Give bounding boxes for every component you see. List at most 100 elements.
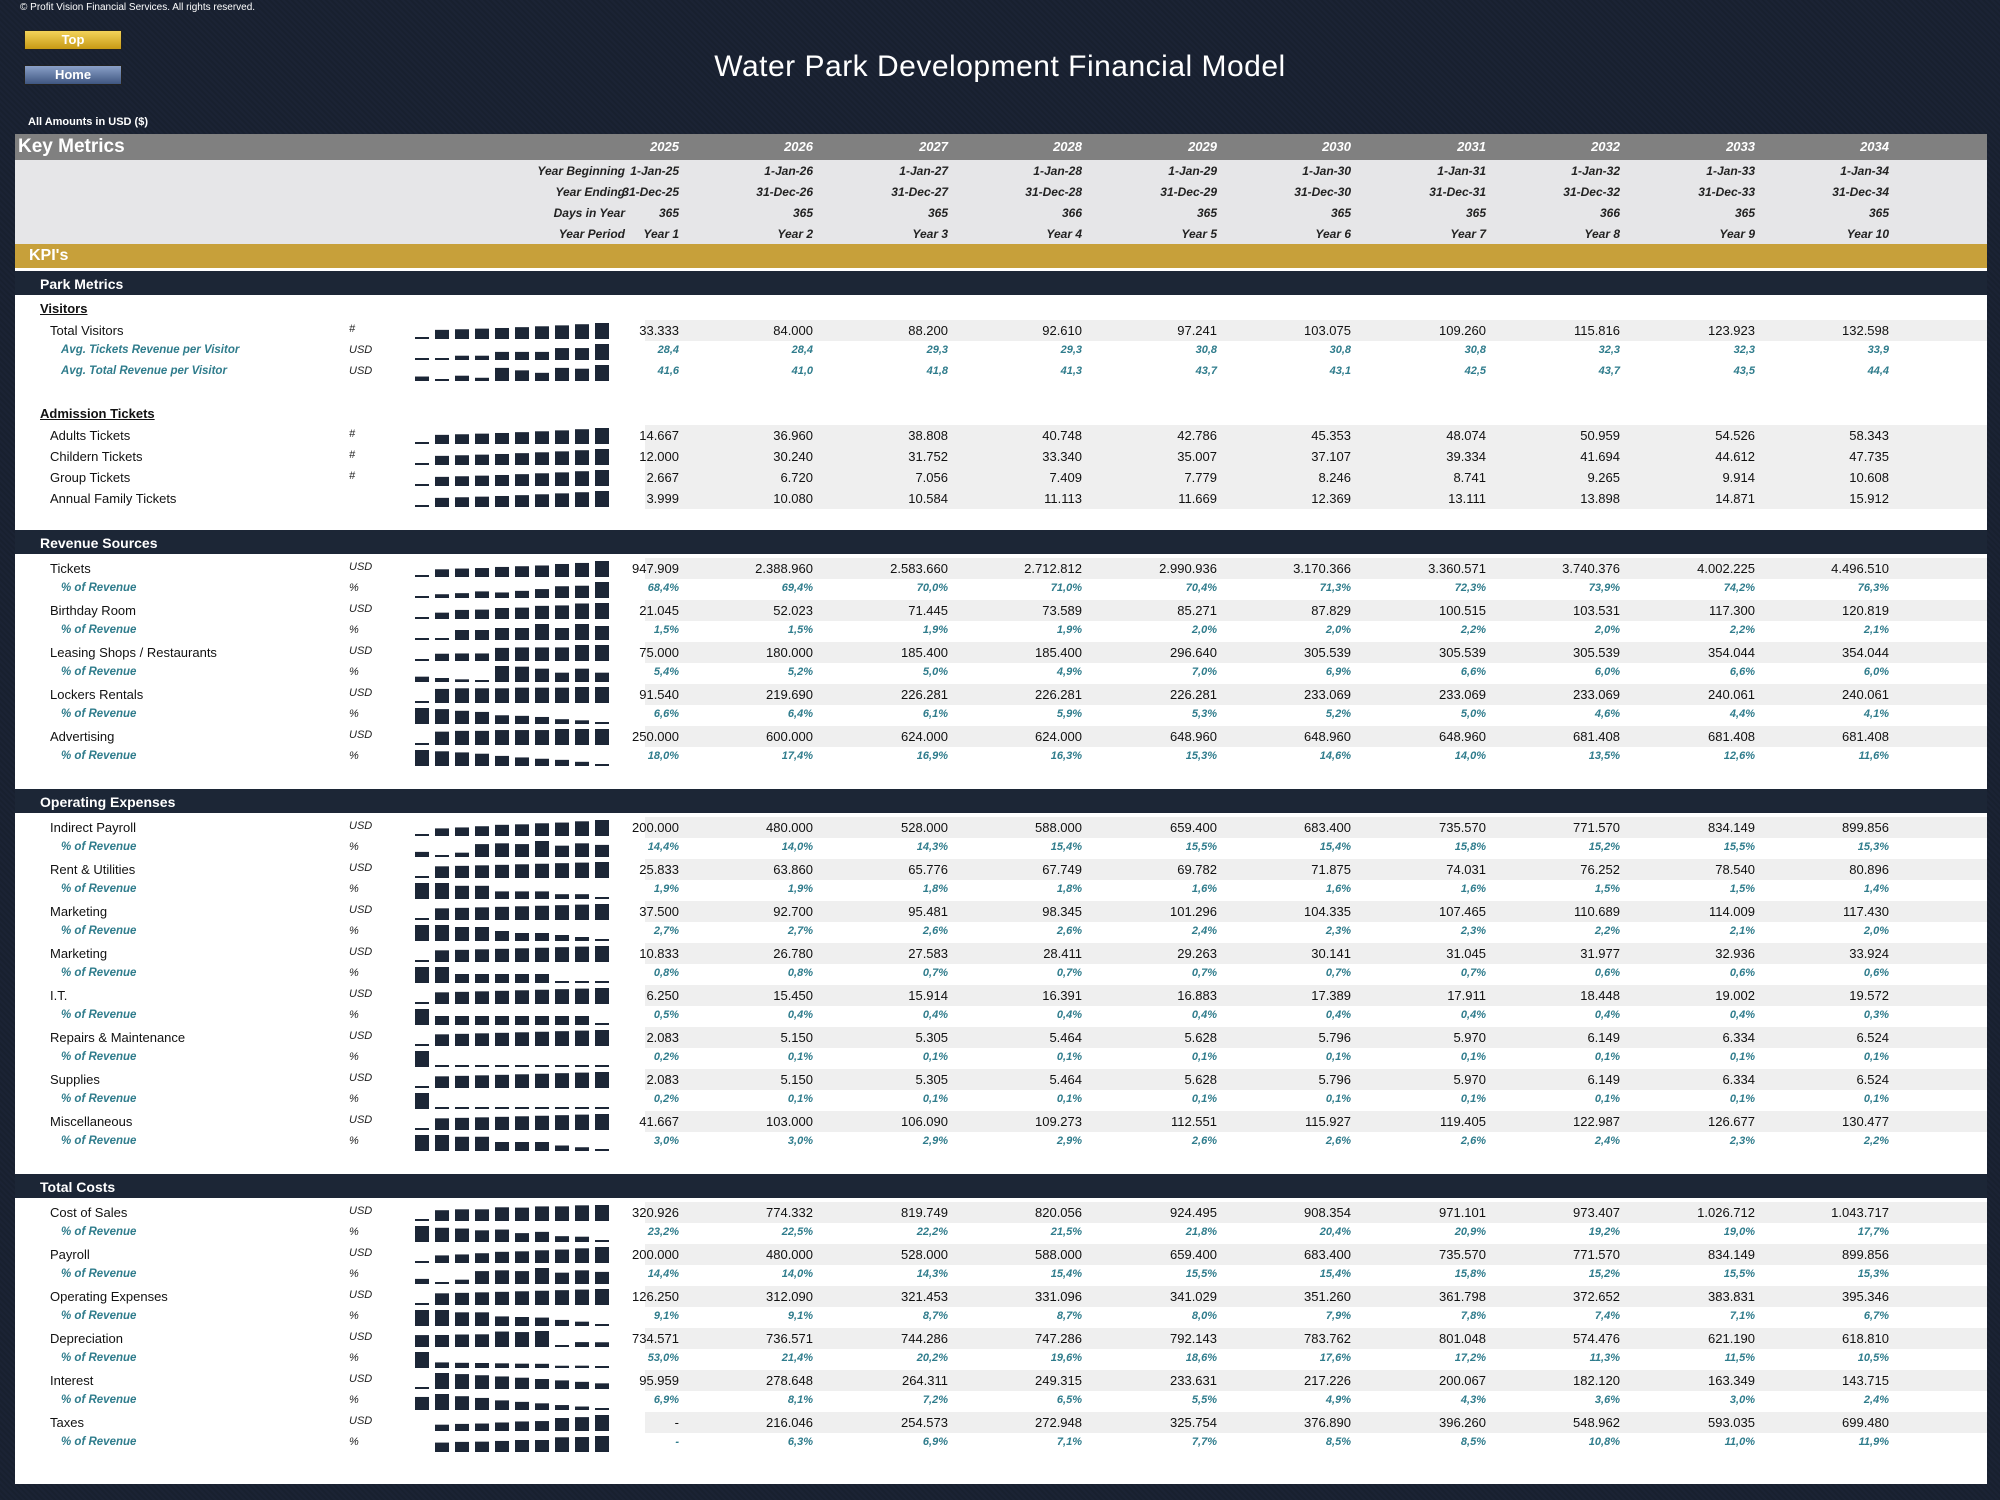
row-shade	[645, 1027, 1987, 1048]
row-unit: USD	[349, 344, 373, 356]
sparkline-bar	[415, 883, 429, 899]
value-cell: 180.000	[766, 645, 813, 660]
sparkline-bar	[515, 1251, 529, 1263]
value-cell: 29,3	[926, 344, 948, 356]
sparkline-bar	[555, 451, 569, 465]
sparkline-bar	[435, 1255, 449, 1263]
value-cell: 0,1%	[1056, 1051, 1082, 1063]
sparkline-bar	[455, 1107, 469, 1109]
year-header: 2030	[1322, 139, 1351, 154]
sparkline-bar	[495, 1316, 509, 1326]
row-unit: %	[349, 967, 359, 979]
sparkline-bar	[535, 473, 549, 486]
value-cell: 0,7%	[1191, 967, 1217, 979]
sparkline-bar	[495, 931, 509, 941]
value-cell: 624.000	[901, 729, 948, 744]
sparkline-bar	[575, 1381, 589, 1389]
value-cell: 10,8%	[1588, 1436, 1620, 1448]
value-cell: 1,9%	[787, 883, 813, 895]
value-cell: 13.111	[1448, 491, 1486, 506]
row-unit: USD	[349, 1415, 373, 1427]
sparkline-bar	[495, 1142, 509, 1151]
sparkline-bar	[495, 824, 509, 836]
row-unit: USD	[349, 365, 373, 377]
value-cell: 14,4%	[647, 1268, 679, 1280]
table-row: Miscellaneous USD 41.667 103.000 106.090 109.…	[15, 1111, 1987, 1132]
value-cell: 2.388.960	[755, 561, 813, 576]
row-unit: #	[349, 470, 356, 482]
value-cell: 648.960	[1304, 729, 1351, 744]
table-row: Group Tickets #2.667 6.720 7.056 7.409 7.779 8…	[15, 467, 1987, 488]
value-cell: 109.260	[1439, 323, 1486, 338]
sparkline-bar	[455, 679, 469, 682]
value-cell: 2,9%	[1056, 1135, 1082, 1147]
value-cell: 5.970	[1453, 1072, 1486, 1087]
section-header: Revenue Sources	[15, 530, 1987, 554]
value-cell: 20,2%	[916, 1352, 948, 1364]
sparkline-bar	[455, 1065, 469, 1067]
value-cell: 41,3	[1060, 365, 1082, 377]
value-cell: 37.107	[1311, 449, 1351, 464]
value-cell: 2.990.936	[1159, 561, 1217, 576]
sparkline-bar	[575, 821, 589, 836]
row-label: % of Revenue	[61, 582, 137, 594]
sparkline-bar	[475, 711, 489, 724]
sparkline-bar	[475, 1363, 489, 1368]
sparkline	[415, 1373, 609, 1389]
percent-row: % of Revenue% 0,2% 0,1% 0,1% 0,1% 0,1% 0,1% 0,1…	[15, 1048, 1987, 1069]
home-button[interactable]: Home	[24, 65, 122, 85]
value-cell: 0,8%	[653, 967, 679, 979]
table-row: Lockers Rentals USD 91.540 219.690 226.281 22…	[15, 684, 1987, 705]
sparkline-bar	[515, 1032, 529, 1046]
value-cell: 5.150	[780, 1072, 813, 1087]
top-button[interactable]: Top	[24, 30, 122, 50]
sparkline-bar	[515, 687, 529, 703]
sparkline-bar	[495, 891, 509, 899]
value-cell: 47.735	[1849, 449, 1889, 464]
value-cell: 200.000	[632, 1247, 679, 1262]
value-cell: 2,0%	[1191, 624, 1217, 636]
sparkline-bar	[595, 1366, 609, 1368]
sparkline-bar	[475, 1271, 489, 1284]
value-cell: 14,0%	[781, 841, 813, 853]
value-cell: 122.987	[1573, 1114, 1620, 1129]
value-cell: 15,8%	[1454, 841, 1486, 853]
value-cell: 10.608	[1849, 470, 1889, 485]
sparkline-bar	[455, 1279, 469, 1284]
sparkline-bar	[455, 375, 469, 381]
sparkline-bar	[595, 645, 609, 661]
row-unit: #	[349, 323, 356, 335]
sparkline-bar	[595, 561, 609, 577]
value-cell: 0,5%	[653, 1009, 679, 1021]
value-cell: 50.959	[1580, 428, 1620, 443]
row-unit: USD	[349, 1072, 373, 1084]
sparkline-bar	[455, 1334, 469, 1347]
info-value: 366	[1599, 206, 1620, 220]
value-cell: 43,5	[1733, 365, 1755, 377]
value-cell: 1,5%	[653, 624, 679, 636]
value-cell: 38.808	[908, 428, 948, 443]
value-cell: 819.749	[901, 1205, 948, 1220]
sparkline	[415, 1205, 609, 1221]
sparkline-bar	[435, 751, 449, 766]
info-value: 1-Jan-30	[1302, 164, 1351, 178]
value-cell: 354.044	[1708, 645, 1755, 660]
sparkline-bar	[495, 367, 509, 381]
value-cell: 14,3%	[916, 841, 948, 853]
value-cell: 32,3	[1733, 344, 1755, 356]
info-value: 31-Dec-33	[1698, 185, 1755, 199]
info-value: Year 8	[1584, 227, 1620, 241]
value-cell: 15,4%	[1050, 1268, 1082, 1280]
value-cell: 820.056	[1035, 1205, 1082, 1220]
value-cell: 15,3%	[1857, 841, 1889, 853]
value-cell: 5.464	[1049, 1030, 1082, 1045]
sparkline-bar	[455, 827, 469, 836]
sparkline-bar	[475, 949, 489, 962]
sparkline-bar	[535, 863, 549, 878]
value-cell: 6,9%	[922, 1436, 948, 1448]
sparkline-bar	[555, 1290, 569, 1305]
sparkline-bar	[455, 710, 469, 724]
info-value: 1-Jan-32	[1571, 164, 1620, 178]
sparkline-bar	[475, 974, 489, 983]
sparkline-bar	[415, 1226, 429, 1242]
